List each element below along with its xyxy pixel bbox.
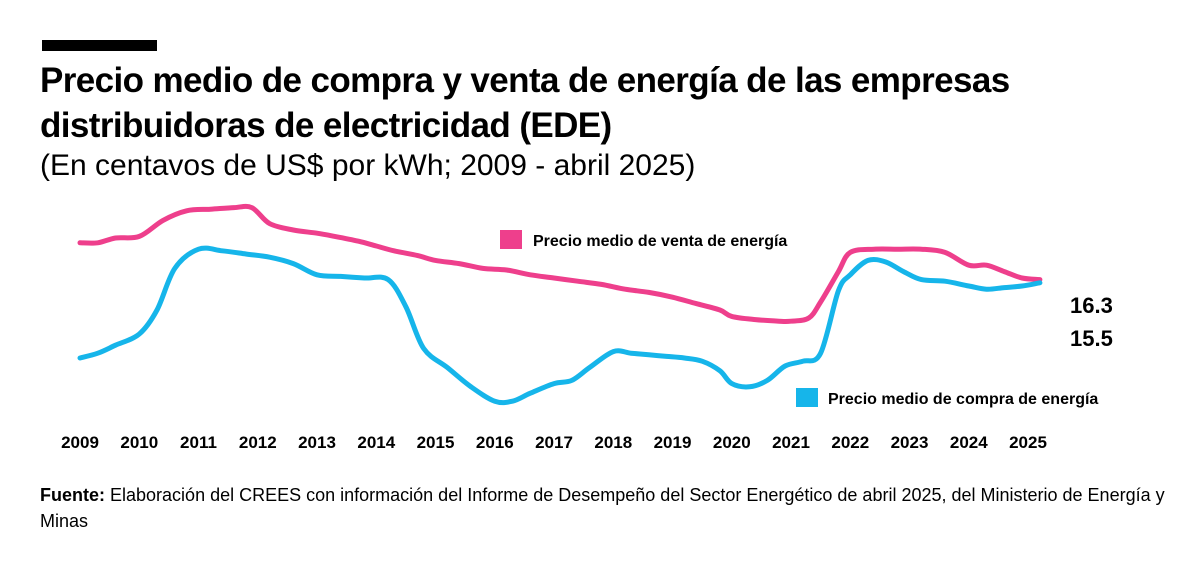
series-line-compra — [77, 245, 1043, 406]
source-text: Elaboración del CREES con información de… — [40, 485, 1165, 531]
chart-title: Precio medio de compra y venta de energí… — [40, 61, 1010, 145]
end-label-compra: 15.5 — [1070, 326, 1113, 351]
legend-label-compra: Precio medio de compra de energía — [828, 391, 1098, 408]
x-tick-2017: 2017 — [535, 433, 573, 452]
legend-swatch-venta — [500, 230, 522, 249]
legend: Precio medio de venta de energía Precio … — [500, 230, 1098, 408]
x-tick-2022: 2022 — [831, 433, 869, 452]
end-label-venta: 16.3 — [1070, 293, 1113, 318]
source-note: Fuente: Elaboración del CREES con inform… — [40, 482, 1170, 534]
chart-subtitle: (En centavos de US$ por kWh; 2009 - abri… — [40, 149, 696, 182]
x-tick-2009: 2009 — [61, 433, 99, 452]
x-tick-2024: 2024 — [950, 433, 988, 452]
series-line-venta — [77, 203, 1043, 324]
x-tick-2020: 2020 — [713, 433, 751, 452]
series-layer — [77, 203, 1043, 406]
source-label: Fuente: — [40, 485, 105, 505]
x-tick-2011: 2011 — [180, 433, 217, 452]
x-tick-2016: 2016 — [476, 433, 514, 452]
x-tick-2010: 2010 — [120, 433, 158, 452]
x-tick-2012: 2012 — [239, 433, 277, 452]
x-axis: 2009 2010 2011 2012 2013 2014 2015 2016 2017 2018… — [61, 433, 1047, 452]
x-tick-2019: 2019 — [654, 433, 692, 452]
x-tick-2014: 2014 — [357, 433, 395, 452]
x-tick-2025: 2025 — [1009, 433, 1047, 452]
end-labels: 16.3 15.5 — [1070, 293, 1113, 351]
legend-swatch-compra — [796, 388, 818, 407]
x-tick-2018: 2018 — [594, 433, 632, 452]
x-tick-2021: 2021 — [772, 433, 810, 452]
x-tick-2015: 2015 — [417, 433, 455, 452]
title-accent-bar — [42, 40, 157, 51]
x-tick-2013: 2013 — [298, 433, 336, 452]
legend-label-venta: Precio medio de venta de energía — [533, 233, 787, 250]
line-chart: Precio medio de venta de energía Precio … — [61, 203, 1113, 452]
x-tick-2023: 2023 — [891, 433, 929, 452]
